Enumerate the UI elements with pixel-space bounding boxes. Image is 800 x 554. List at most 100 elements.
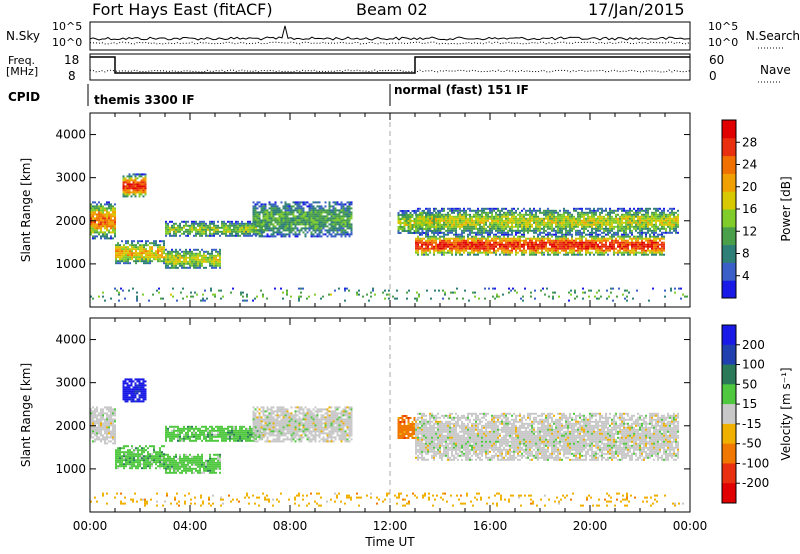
echo-region <box>415 233 665 256</box>
y-tick-label: 2000 <box>55 419 86 433</box>
echo-region <box>252 406 353 443</box>
colorbar-swatch <box>722 404 736 425</box>
colorbar-tick-label: -100 <box>742 456 769 470</box>
colorbar-tick-label: 50 <box>742 377 757 391</box>
y-tick-label: 1000 <box>55 462 86 476</box>
y-tick-label: 3000 <box>55 376 86 390</box>
colorbar-swatch <box>722 226 736 246</box>
nsky-panel-frame <box>89 21 691 51</box>
echo-region <box>122 173 147 198</box>
x-tick-label: 04:00 <box>173 519 208 533</box>
colorbar-tick-label: 20 <box>742 180 757 194</box>
colorbar-swatch <box>722 137 736 157</box>
echo-region <box>165 453 221 474</box>
y-tick-label: 4000 <box>55 333 86 347</box>
freq-label-2: [MHz] <box>6 65 39 78</box>
nsky-tick-bottom: 10^0 <box>52 36 83 49</box>
top-series <box>89 25 691 74</box>
freq-tick-bottom: 8 <box>68 69 76 83</box>
echo-region <box>90 287 688 302</box>
echo-region <box>115 445 165 470</box>
cpid-mode-1: themis 3300 IF <box>94 93 195 107</box>
echo-region <box>415 412 679 461</box>
nsearch-line <box>89 41 691 45</box>
colorbar-tick-label: -50 <box>742 437 762 451</box>
colorbar-swatch <box>722 244 736 263</box>
x-tick-label: 20:00 <box>573 519 608 533</box>
nave-label: Nave <box>760 63 791 77</box>
colorbar-swatch <box>722 423 736 445</box>
y-tick-label: 2000 <box>55 214 86 228</box>
y-tick-label: 3000 <box>55 171 86 185</box>
colorbar-swatch <box>722 325 736 346</box>
colorbar-swatch <box>722 344 736 366</box>
x-tick-label: 08:00 <box>273 519 308 533</box>
echo-region <box>90 406 116 445</box>
colorbar-swatch <box>722 262 736 281</box>
y-tick-label: 4000 <box>55 128 86 142</box>
velocity-panel: 1000 2000 3000 4000 Slant Range [km] <box>19 317 691 513</box>
date-label: 17/Jan/2015 <box>588 0 685 19</box>
freq-tick-top: 18 <box>64 53 80 67</box>
colorbar-swatch <box>722 463 736 484</box>
echo-region <box>90 492 684 507</box>
x-tick-label: 00:00 <box>73 519 108 533</box>
nave-line <box>89 69 691 73</box>
freq-label-1: Freq. <box>8 54 36 67</box>
time-axis: 00:00 04:00 08:00 12:00 16:00 20:00 00:00 Time … <box>73 519 708 549</box>
beam-label: Beam 02 <box>356 0 428 19</box>
x-tick-label: 00:00 <box>673 519 708 533</box>
colorbar-tick-label: 24 <box>742 158 757 172</box>
nsky-line <box>89 25 691 41</box>
y-axis-label: Slant Range [km] <box>19 158 33 262</box>
colorbar-tick-label: 8 <box>742 247 750 261</box>
colorbar-swatch <box>722 155 736 174</box>
x-tick-label: 16:00 <box>473 519 508 533</box>
cpid-label: CPID <box>8 90 41 104</box>
station-title: Fort Hays East (fitACF) <box>92 0 273 19</box>
colorbar-tick-label: 16 <box>742 202 757 216</box>
colorbar-tick-label: 28 <box>742 135 757 149</box>
colorbar-tick-label: -200 <box>742 476 769 490</box>
nsky-tick-top: 10^5 <box>52 20 83 33</box>
colorbar-swatch <box>722 364 736 385</box>
colorbar-tick-label: -15 <box>742 417 762 431</box>
colorbar-tick-label: 200 <box>742 338 765 352</box>
nsearch-label: N.Search <box>746 29 800 43</box>
colorbar-swatch <box>722 191 736 210</box>
colorbar-label: Velocity [m s⁻¹] <box>779 367 793 460</box>
colorbar-tick-label: 15 <box>742 397 757 411</box>
x-tick-label: 12:00 <box>373 519 408 533</box>
colorbar-frame <box>721 324 737 504</box>
colorbar-swatch <box>722 483 736 504</box>
nave-tick-bottom: 0 <box>709 69 717 83</box>
x-axis-label: Time UT <box>364 535 415 549</box>
freq-panel-frame <box>89 53 691 81</box>
nsky-label: N.Sky <box>6 29 41 43</box>
echo-region <box>415 207 679 234</box>
echo-region <box>397 415 416 439</box>
echo-region <box>122 378 147 403</box>
colorbar-tick-label: 4 <box>742 269 750 283</box>
colorbar-swatch <box>722 120 736 139</box>
echo-region <box>115 240 165 265</box>
nsearch-tick-top: 10^5 <box>708 20 739 33</box>
power-panel: 1000 2000 3000 4000 Slant Range [km] <box>19 112 691 308</box>
cpid-mode-2: normal (fast) 151 IF <box>394 83 529 97</box>
colorbar-swatch <box>722 384 736 405</box>
freq-step-line <box>90 56 690 74</box>
colorbar-swatch <box>722 443 736 464</box>
echo-region <box>165 248 221 269</box>
colorbar-label: Power [dB] <box>779 176 793 241</box>
colorbar-swatch <box>722 280 736 299</box>
colorbar-tick-label: 12 <box>742 224 757 238</box>
colorbar-swatch <box>722 209 736 228</box>
y-axis-label: Slant Range [km] <box>19 363 33 467</box>
echo-region <box>252 201 353 238</box>
colorbar-swatch <box>722 173 736 192</box>
nsearch-tick-bottom: 10^0 <box>708 36 739 49</box>
colorbar-tick-label: 100 <box>742 358 765 372</box>
velocity-colorbar: 200 100 50 15 -15 -50 -100 -200 Velocity [m s⁻¹] <box>721 324 793 504</box>
echo-region <box>90 201 116 240</box>
